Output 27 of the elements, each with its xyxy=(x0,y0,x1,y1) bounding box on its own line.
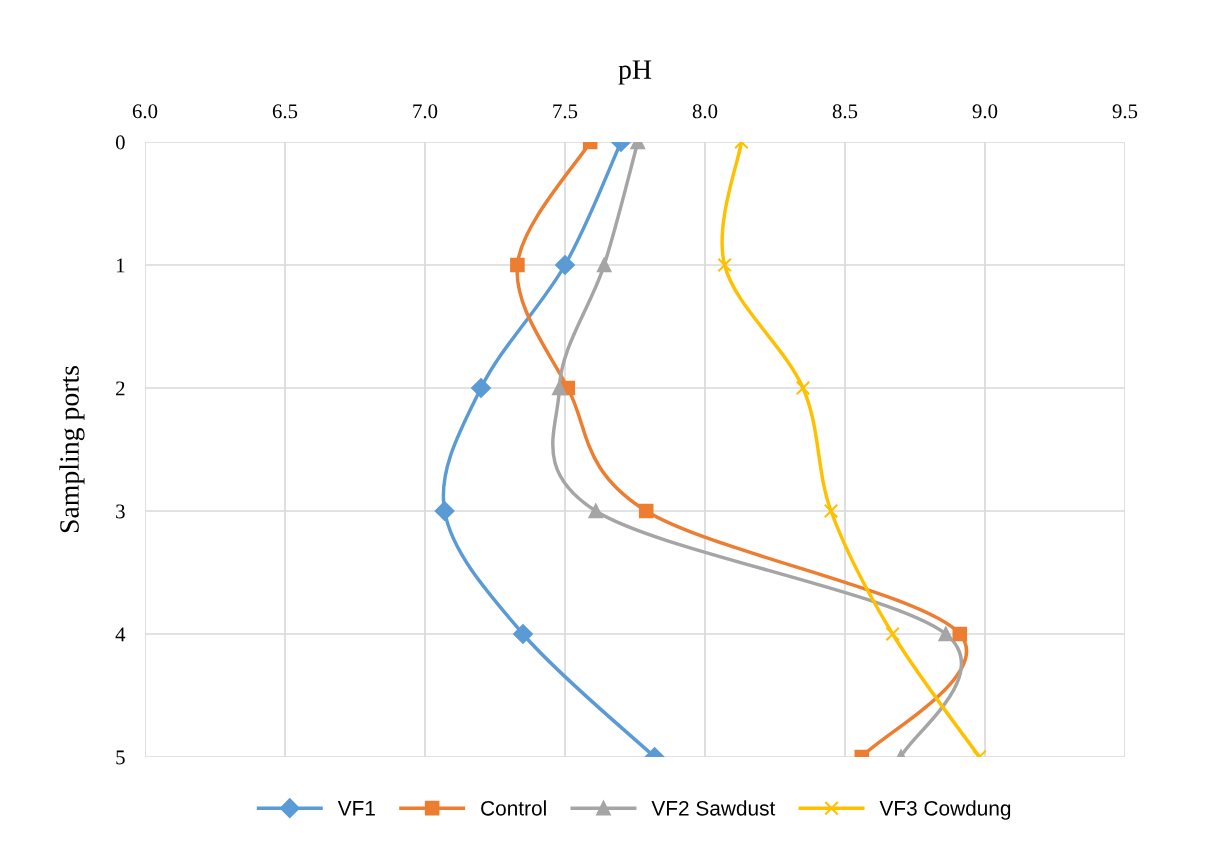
x-tick-label: 8.0 xyxy=(692,104,718,119)
y-tick-label: 4 xyxy=(115,627,126,642)
legend-label: VF2 Sawdust xyxy=(651,800,776,816)
point xyxy=(588,503,604,519)
x-tick-label: 7.0 xyxy=(413,104,438,119)
y-tick-label: 2 xyxy=(116,381,125,396)
y-tick-label: 0 xyxy=(115,135,125,150)
point xyxy=(823,503,839,519)
y-tick-label: 5 xyxy=(116,750,125,765)
y-tick-label: 3 xyxy=(116,504,125,519)
point xyxy=(795,380,811,396)
x-tick-label: 6.5 xyxy=(272,104,298,119)
y-tick-label: 1 xyxy=(116,258,125,273)
point xyxy=(434,501,455,521)
legend-label: VF1 xyxy=(337,801,375,816)
legend-label: VF3 Cowdung xyxy=(879,800,1011,820)
legend-label: Control xyxy=(481,800,546,816)
x-axis-title: pH xyxy=(618,60,652,85)
x-tick-label: 9.0 xyxy=(972,104,998,119)
point xyxy=(552,380,567,396)
x-tick-label: 6.0 xyxy=(132,104,158,119)
x-tick-label: 9.5 xyxy=(1112,104,1138,119)
point xyxy=(471,378,491,398)
point xyxy=(638,503,654,519)
x-tick-label: 7.5 xyxy=(553,104,578,119)
x-tick-label: 8.5 xyxy=(832,104,858,119)
y-axis-title: Sampling ports xyxy=(59,366,85,533)
